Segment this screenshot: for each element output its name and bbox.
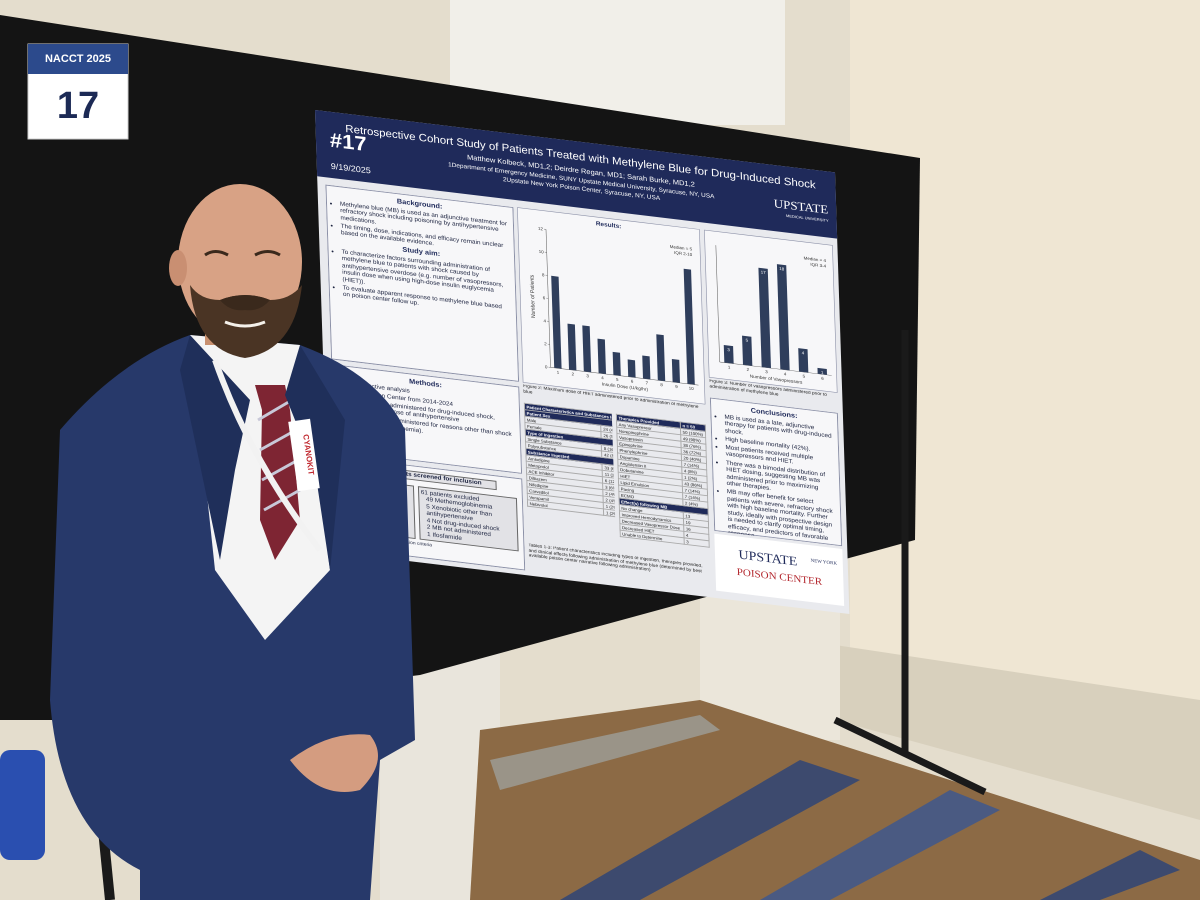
sign-band	[28, 44, 128, 74]
bar	[627, 359, 636, 378]
lapel	[180, 335, 250, 560]
tie-stripes	[257, 398, 301, 512]
carpet-stripe	[560, 760, 860, 900]
footer-logo: UPSTATE	[738, 547, 797, 568]
axis	[715, 245, 720, 363]
eyebrows	[204, 250, 281, 257]
table2: Therapies Provided n = 50 Any Vasopressor 5…	[616, 414, 710, 548]
flow-excluded: 61 patients excluded 49 Methemoglobinemia…	[417, 485, 519, 552]
carpet-stripe	[1040, 850, 1180, 900]
x-tick-label: 2	[746, 367, 749, 372]
y-tick-label: 6	[543, 295, 546, 300]
x-tick-label: 3	[586, 373, 589, 378]
bar	[723, 345, 734, 364]
chart-note: IQR 3-4	[810, 262, 826, 269]
bar	[776, 264, 790, 371]
poster: #17 9/19/2025 Retrospective Cohort Study…	[315, 110, 849, 614]
x-tick-label: 1	[557, 370, 560, 375]
y-tick-label: 0	[545, 364, 548, 369]
bar	[683, 268, 695, 385]
table1: Patient Characteristics and Substances I…	[524, 403, 617, 521]
bar	[642, 355, 651, 380]
x-tick-label: 5	[616, 377, 619, 382]
value-label: 3	[727, 347, 730, 352]
poster-number: #17	[330, 129, 367, 155]
x-tick-label: 5	[802, 374, 805, 379]
y-axis-label: Number of Patients	[529, 274, 537, 318]
x-tick-label: 6	[821, 376, 824, 381]
beard	[190, 285, 302, 358]
carpet-stripe	[490, 715, 720, 790]
x-tick-label: 7	[646, 380, 649, 385]
y-tick-label: 10	[539, 249, 545, 254]
chair	[0, 750, 45, 860]
bar	[597, 338, 607, 375]
board-foot	[833, 716, 987, 796]
x-axis-label: Number of Vasopressors	[750, 374, 804, 385]
bar	[742, 335, 753, 366]
bar	[551, 275, 562, 369]
value-label: 1	[821, 370, 824, 375]
footer-logo-bg	[714, 533, 845, 607]
bar	[798, 348, 809, 373]
baseboard	[835, 645, 1200, 820]
smile	[224, 320, 266, 328]
axis	[719, 361, 832, 376]
x-tick-label: 3	[765, 369, 768, 374]
value-label: 17	[761, 270, 767, 275]
chart-note: Median = 4	[804, 256, 827, 264]
sign-event: NACCT 2025	[45, 53, 111, 65]
x-tick-label: 9	[675, 384, 678, 389]
bar	[758, 267, 771, 369]
table-cell: 1 (2%)	[603, 508, 617, 521]
x-tick-label: 8	[660, 382, 663, 387]
lanyard-badge	[288, 418, 320, 492]
x-tick-label: 1	[728, 365, 731, 370]
sign-number: 17	[57, 85, 99, 127]
x-tick-label: 2	[572, 372, 575, 377]
table: Therapies Provided n = 50 Any Vasopressor 5…	[616, 414, 710, 548]
x-tick-label: 10	[689, 386, 695, 391]
footer-logo-ny: NEW YORK	[811, 559, 838, 567]
poster-logo: UPSTATE	[774, 197, 829, 217]
chart-note: Median = 5	[670, 244, 693, 252]
table: Patient Characteristics and Substances I…	[524, 403, 617, 521]
value-label: 5	[746, 338, 749, 343]
results-heading: Results:	[596, 220, 622, 230]
bullet-list: MB is used as a late, adjunctive therapy…	[716, 413, 836, 547]
x-axis-label: Insulin Dose (U/kg/hr)	[602, 382, 649, 392]
hands	[290, 734, 378, 792]
background-panel: Background:Methylene blue (MB) is used a…	[325, 184, 520, 382]
poster-header	[315, 110, 838, 239]
bar	[817, 367, 827, 375]
bar	[671, 359, 681, 383]
person: CYANOKIT	[0, 184, 415, 900]
poster-logo-sub: MEDICAL UNIVERSITY	[786, 214, 829, 223]
lanyard	[212, 359, 323, 552]
mustache	[220, 295, 270, 311]
ear	[169, 250, 187, 286]
y-tick-label: 2	[544, 341, 547, 346]
value-label: 4	[802, 350, 805, 355]
y-tick-label: 4	[543, 318, 546, 323]
chart-note: IQR 2-10	[674, 250, 693, 257]
bar	[656, 334, 666, 382]
y-tick-label: 8	[542, 272, 545, 277]
bar	[612, 351, 621, 376]
bar	[582, 325, 592, 373]
conclusions-panel: Conclusions:MB is used as a late, adjunc…	[709, 397, 843, 547]
bar	[567, 323, 577, 371]
y-tick-label: 12	[538, 226, 544, 231]
carpet-stripe	[760, 790, 1000, 900]
x-tick-label: 6	[631, 379, 634, 384]
x-tick-label: 4	[601, 375, 604, 380]
value-label: 18	[779, 266, 785, 271]
x-tick-label: 4	[784, 371, 787, 376]
